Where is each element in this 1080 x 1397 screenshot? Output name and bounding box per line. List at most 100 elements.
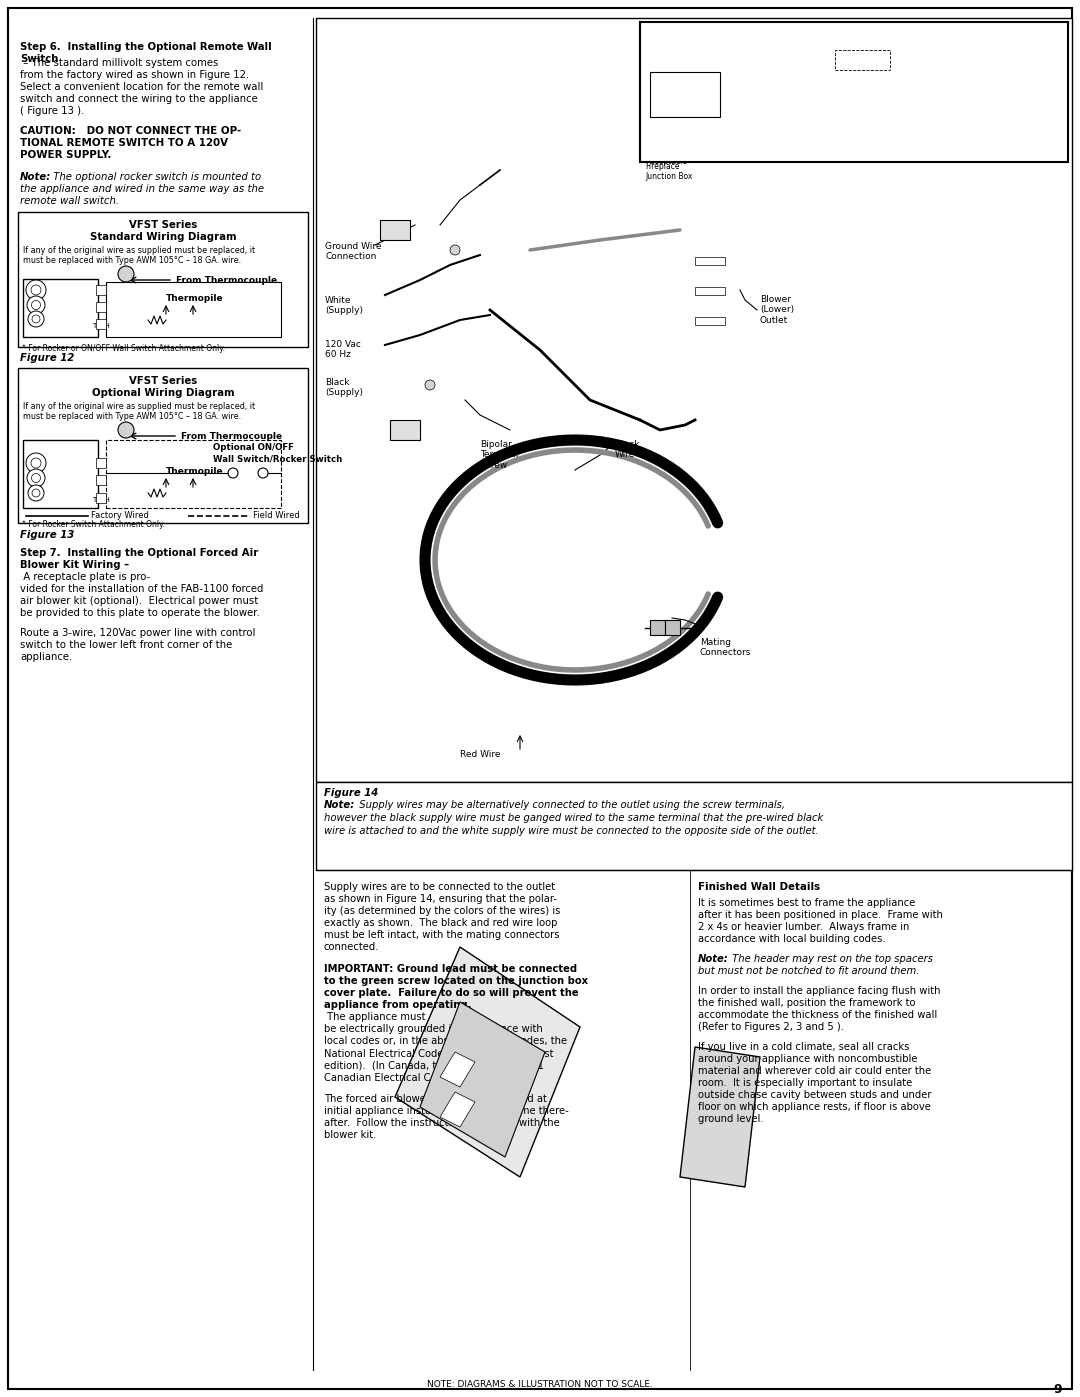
Bar — [696, 257, 725, 265]
Text: vided for the installation of the FAB-1100 forced: vided for the installation of the FAB-11… — [21, 584, 264, 594]
Text: It is sometimes best to frame the appliance: It is sometimes best to frame the applia… — [698, 898, 916, 908]
Text: Thermopile: Thermopile — [166, 293, 224, 303]
Text: the finished wall, position the framework to: the finished wall, position the framewor… — [698, 997, 916, 1009]
Bar — [390, 420, 420, 440]
Text: to the green screw located on the junction box: to the green screw located on the juncti… — [324, 977, 589, 986]
Text: switch to the lower left front corner of the: switch to the lower left front corner of… — [21, 640, 232, 650]
Circle shape — [31, 474, 41, 482]
Text: floor on which appliance rests, if floor is above: floor on which appliance rests, if floor… — [698, 1102, 931, 1112]
Text: after it has been positioned in place.  Frame with: after it has been positioned in place. F… — [698, 909, 943, 921]
Text: Supply wires may be alternatively connected to the outlet using the screw termin: Supply wires may be alternatively connec… — [353, 800, 785, 810]
Text: remote wall switch.: remote wall switch. — [21, 196, 119, 205]
Bar — [96, 302, 106, 312]
Circle shape — [32, 489, 40, 497]
Polygon shape — [680, 1046, 760, 1187]
Circle shape — [426, 380, 435, 390]
Text: however the black supply wire must be ganged wired to the same terminal that the: however the black supply wire must be ga… — [324, 813, 823, 823]
Text: cover plate.  Failure to do so will prevent the: cover plate. Failure to do so will preve… — [324, 988, 579, 997]
Text: appliance from operating.: appliance from operating. — [324, 1000, 472, 1010]
Circle shape — [27, 469, 45, 488]
Text: connected.: connected. — [324, 942, 379, 951]
Text: Red Wire: Red Wire — [460, 750, 500, 759]
Bar — [650, 620, 665, 636]
Text: Mating
Connectors: Mating Connectors — [700, 638, 752, 658]
Text: If any of the original wire as supplied must be replaced, it: If any of the original wire as supplied … — [23, 246, 255, 256]
Text: Figure 13: Figure 13 — [21, 529, 75, 541]
Text: VFST Series: VFST Series — [129, 219, 198, 231]
Text: as shown in Figure 14, ensuring that the polar-: as shown in Figure 14, ensuring that the… — [324, 894, 557, 904]
Text: 60Hz: 60Hz — [1045, 110, 1065, 119]
Text: Blower
(Lower)
Outlet: Blower (Lower) Outlet — [760, 295, 794, 324]
Text: * For Rocker Switch Attachment Only.: * For Rocker Switch Attachment Only. — [22, 520, 165, 529]
Bar — [640, 22, 1068, 162]
Text: accommodate the thickness of the finished wall: accommodate the thickness of the finishe… — [698, 1010, 937, 1020]
Bar — [696, 286, 725, 295]
Text: Select a convenient location for the remote wall: Select a convenient location for the rem… — [21, 82, 264, 92]
Text: White: White — [725, 101, 747, 109]
Bar — [106, 282, 281, 337]
Text: Ground Wire
Connection: Ground Wire Connection — [325, 242, 381, 261]
Text: The optional rocker switch is mounted to: The optional rocker switch is mounted to — [50, 172, 261, 182]
Text: 120V: 120V — [1045, 89, 1065, 99]
Text: 120 Vac
60 Hz: 120 Vac 60 Hz — [325, 339, 361, 359]
Bar — [96, 285, 106, 295]
Text: OFF/ON Blower: OFF/ON Blower — [781, 29, 839, 39]
Circle shape — [118, 265, 134, 282]
Text: To Fuse or: To Fuse or — [890, 29, 928, 39]
Bar — [316, 782, 1072, 870]
Bar — [18, 212, 308, 346]
Text: – The standard millivolt system comes: – The standard millivolt system comes — [21, 59, 218, 68]
Text: Optional ON/OFF: Optional ON/OFF — [213, 443, 294, 453]
Text: Finished Wall Details: Finished Wall Details — [698, 882, 820, 893]
Bar — [23, 440, 98, 509]
Text: ( Figure 13 ).: ( Figure 13 ). — [21, 106, 84, 116]
Text: Step 6.  Installing the Optional Remote Wall
Switch: Step 6. Installing the Optional Remote W… — [21, 42, 272, 64]
Text: The appliance must: The appliance must — [324, 1011, 426, 1023]
Text: Step 7.  Installing the Optional Forced Air: Step 7. Installing the Optional Forced A… — [21, 548, 258, 557]
Bar — [650, 73, 720, 117]
Bar — [96, 458, 106, 468]
Text: edition).  (In Canada, the current CSA C22-1: edition). (In Canada, the current CSA C2… — [324, 1060, 544, 1070]
Polygon shape — [440, 1052, 475, 1087]
Text: 9: 9 — [1053, 1383, 1062, 1396]
Text: accordance with local building codes.: accordance with local building codes. — [698, 935, 886, 944]
Text: Black
Wire: Black Wire — [615, 440, 639, 460]
Text: the appliance and wired in the same way as the: the appliance and wired in the same way … — [21, 184, 265, 194]
Text: initial appliance installation or at any time there-: initial appliance installation or at any… — [324, 1106, 569, 1116]
Text: Field Wired: Field Wired — [253, 511, 300, 520]
Text: From Thermocouple: From Thermocouple — [176, 277, 278, 285]
Bar — [696, 317, 725, 326]
Text: Standard Wiring Diagram: Standard Wiring Diagram — [90, 232, 237, 242]
Text: From Thermocouple: From Thermocouple — [181, 432, 282, 441]
Text: ity (as determined by the colors of the wires) is: ity (as determined by the colors of the … — [324, 907, 561, 916]
Bar — [23, 279, 98, 337]
Text: VFST Series: VFST Series — [129, 376, 198, 386]
Circle shape — [31, 285, 41, 295]
Text: CAUTION:   DO NOT CONNECT THE OP-: CAUTION: DO NOT CONNECT THE OP- — [21, 126, 241, 136]
Bar — [96, 475, 106, 485]
Text: Factory Wired: Factory Wired — [91, 511, 149, 520]
Text: ground level.: ground level. — [698, 1113, 764, 1125]
Text: be electrically grounded in accordance with: be electrically grounded in accordance w… — [324, 1024, 543, 1034]
Polygon shape — [395, 947, 580, 1178]
Bar — [96, 319, 106, 330]
Text: must be left intact, with the mating connectors: must be left intact, with the mating con… — [324, 930, 559, 940]
Text: TH: TH — [96, 289, 106, 295]
Text: TH: TH — [96, 462, 106, 468]
Text: but must not be notched to fit around them.: but must not be notched to fit around th… — [698, 965, 919, 977]
Text: Wall Switch: Wall Switch — [788, 41, 832, 49]
Text: Route a 3-wire, 120Vac power line with control: Route a 3-wire, 120Vac power line with c… — [21, 629, 255, 638]
Text: wire is attached to and the white supply wire must be connected to the opposite : wire is attached to and the white supply… — [324, 826, 819, 835]
Text: material and wherever cold air could enter the: material and wherever cold air could ent… — [698, 1066, 931, 1076]
Text: be provided to this plate to operate the blower.: be provided to this plate to operate the… — [21, 608, 260, 617]
Text: switch and connect the wiring to the appliance: switch and connect the wiring to the app… — [21, 94, 258, 103]
Bar — [665, 620, 680, 636]
Text: Circuit Breaker: Circuit Breaker — [890, 41, 947, 49]
Text: Bipolar
Terminal
Screw: Bipolar Terminal Screw — [480, 440, 518, 469]
Text: Fireplace
Junction Box: Fireplace Junction Box — [645, 162, 692, 182]
Text: AC: AC — [1055, 101, 1065, 109]
Text: Thermopile: Thermopile — [166, 467, 224, 476]
Bar — [18, 367, 308, 522]
Text: (Refer to Figures 2, 3 and 5 ).: (Refer to Figures 2, 3 and 5 ). — [698, 1023, 843, 1032]
Text: must be replaced with Type AWM 105°C – 18 GA. wire.: must be replaced with Type AWM 105°C – 1… — [23, 412, 241, 420]
